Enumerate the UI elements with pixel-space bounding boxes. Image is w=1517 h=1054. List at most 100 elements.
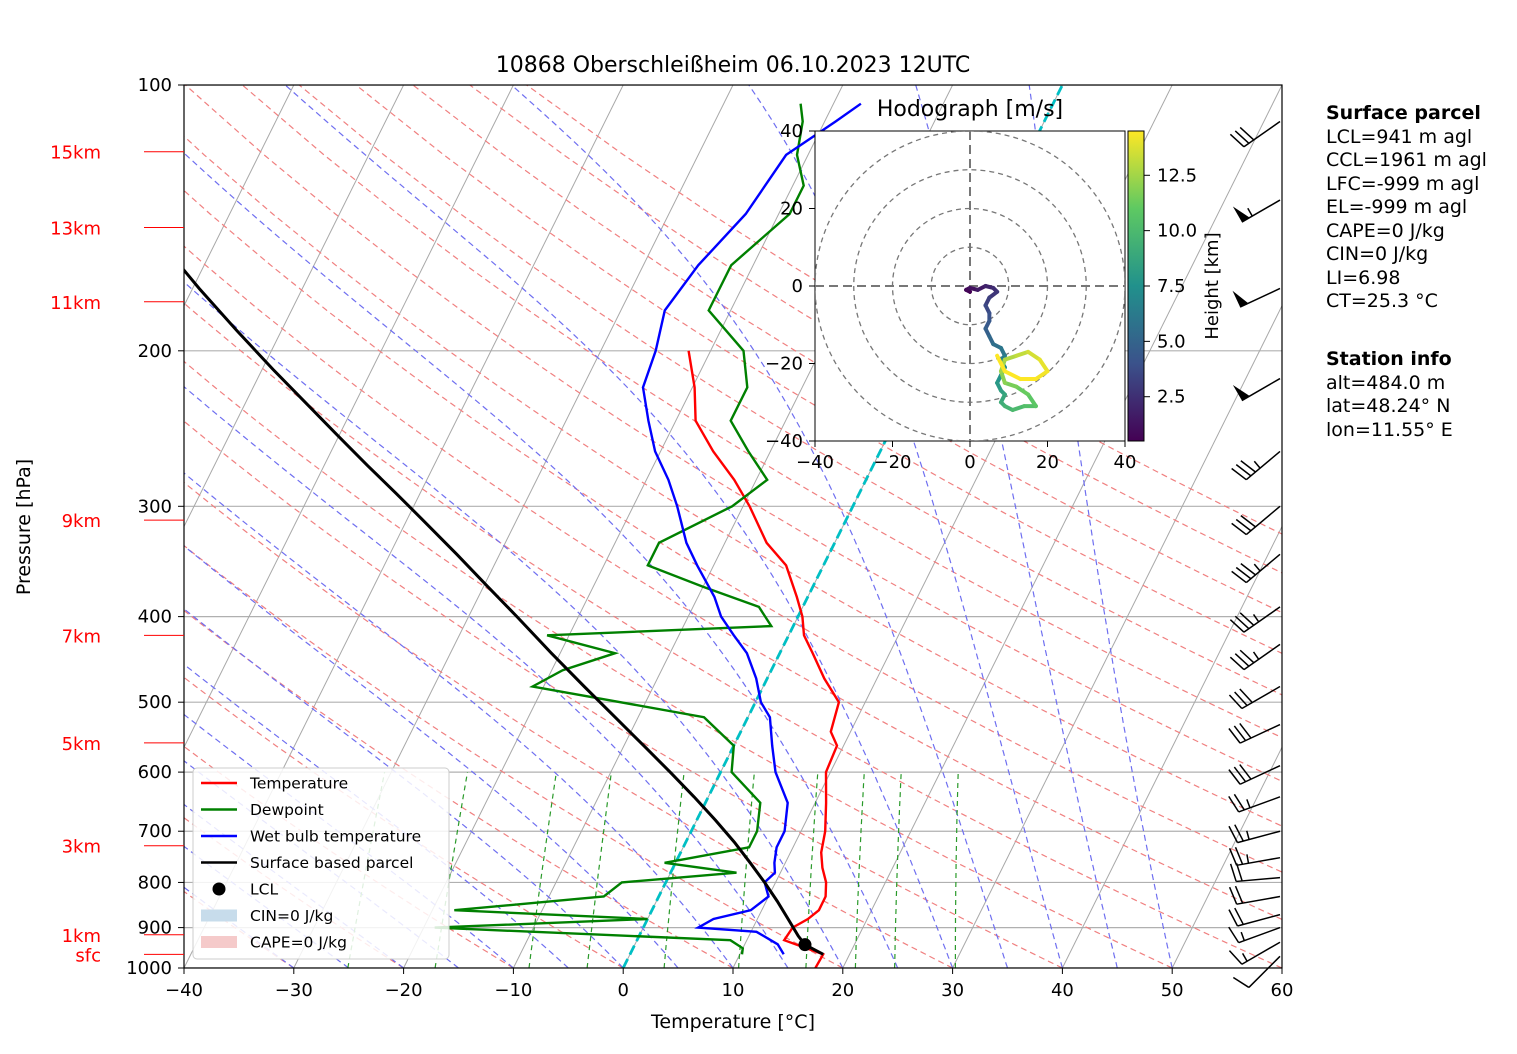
wind-barb-staff (1238, 796, 1281, 813)
parcel-el: EL=-999 m agl (1326, 196, 1468, 218)
y-tick-label: 500 (138, 692, 172, 713)
wind-barb (1228, 907, 1281, 927)
wind-barb-staff (1241, 941, 1281, 965)
surface-parcel-panel: Surface parcel LCL=941 m agl CCL=1961 m … (1326, 102, 1487, 314)
y-axis-label: Pressure [hPa] (13, 459, 35, 595)
station-info-title: Station info (1326, 348, 1452, 370)
legend-box (192, 767, 450, 960)
hodograph-y-tick-label: −20 (765, 354, 803, 375)
y-tick-label: 900 (138, 918, 172, 939)
hodograph-y-tick-label: 0 (792, 276, 803, 297)
hodograph-y-tick-label: 40 (780, 121, 803, 142)
moist-adiabat (184, 472, 734, 968)
wind-barb-flag (1229, 656, 1245, 671)
height-label: 9km (62, 511, 101, 532)
wind-barb (1232, 955, 1281, 989)
x-tick-label: 30 (941, 980, 964, 1001)
y-tick-label: 800 (138, 872, 172, 893)
hodograph-trace-segment (1014, 349, 1031, 358)
wind-barb-half (1252, 651, 1260, 660)
parcel-ct: CT=25.3 °C (1326, 290, 1438, 312)
wind-barb-half (1246, 854, 1250, 864)
wind-barb-flag (1235, 566, 1252, 580)
legend-label: CIN=0 J/kg (250, 907, 333, 925)
wind-barb-staff (1241, 199, 1281, 223)
wind-barb (1231, 505, 1281, 536)
x-tick-label: −40 (165, 980, 203, 1001)
station-alt: alt=484.0 m (1326, 371, 1446, 394)
hodograph-trace-segment (995, 353, 1007, 374)
hodograph-axes: −40 −20 0 20 40 40 20 0 −20 −40 (765, 121, 1136, 473)
mixing-ratio-line (805, 772, 819, 968)
wind-barb (1231, 450, 1281, 481)
wind-barb-half (1253, 563, 1261, 572)
wind-barb-flag (1231, 467, 1247, 481)
surface-parcel-title: Surface parcel (1326, 102, 1481, 124)
wind-barb-half (1241, 953, 1248, 962)
hodograph-title: Hodograph [m/s] (877, 97, 1063, 122)
wind-barb-half (1252, 614, 1260, 623)
wind-barb (1232, 287, 1281, 308)
mixing-ratio-line (954, 772, 959, 968)
wind-barb (1228, 685, 1281, 710)
wind-barb-staff (1238, 926, 1281, 944)
wind-barb-flag (1240, 563, 1256, 576)
wind-barb-flag (1234, 653, 1250, 667)
wind-barb-flag (1233, 766, 1247, 783)
legend-label: Dewpoint (250, 801, 324, 819)
wind-barb-staff (1243, 606, 1281, 633)
parcel-cin: CIN=0 J/kg (1326, 243, 1429, 265)
wind-barb-staff (1241, 377, 1281, 402)
moist-adiabat (184, 281, 844, 968)
isotherm (952, 304, 1282, 968)
colorbar-tick-label: 2.5 (1157, 387, 1186, 408)
wind-barb-flag (1234, 615, 1250, 630)
wind-barb-flag (1228, 909, 1239, 927)
wind-barb-flag (1235, 863, 1243, 882)
height-label: 3km (62, 837, 101, 858)
wind-barb (1229, 863, 1281, 883)
x-tick-label: 60 (1271, 980, 1294, 1001)
hodograph-trace-segment (1002, 353, 1019, 362)
isotherm (184, 85, 295, 307)
wind-barb-flag (1228, 926, 1240, 944)
wind-barb (1228, 885, 1281, 905)
wind-barb-flag (1240, 515, 1256, 528)
wind-barb-flag (1228, 795, 1240, 813)
wind-barb-staff (1243, 643, 1281, 671)
colorbar (1127, 130, 1145, 442)
wind-barb-flag (1228, 694, 1243, 710)
legend-swatch (201, 936, 237, 948)
wind-barb-half (1240, 931, 1245, 941)
wind-barb-staff (1236, 895, 1281, 905)
wind-barb (1229, 606, 1281, 633)
wind-barb-staff (1237, 830, 1281, 844)
dry-adiabat (184, 245, 1282, 921)
hodograph-trace-segment (1014, 384, 1031, 397)
wind-barb-flag (1234, 907, 1244, 925)
dry-adiabat (184, 544, 844, 968)
wind-barb-flag (1229, 619, 1245, 633)
x-tick-label: −10 (494, 980, 532, 1001)
wind-barb-flag (1232, 976, 1250, 989)
isotherm (842, 85, 1282, 968)
wind-barb-staff (1239, 287, 1281, 308)
hodograph-trace-segment (999, 369, 1007, 385)
station-info-panel: Station info alt=484.0 m lat=48.24° N lo… (1326, 348, 1453, 442)
wind-barb-flag (1235, 518, 1252, 532)
series-line-dewpoint (434, 103, 805, 955)
height-label: sfc (75, 945, 101, 966)
series-line-temperature (687, 350, 841, 968)
wind-barb-staff (1241, 685, 1281, 710)
legend-label: Temperature (249, 775, 348, 793)
x-tick-label: −30 (275, 980, 313, 1001)
hodograph-x-tick-label: −20 (874, 452, 912, 473)
y-tick-label: 200 (138, 341, 172, 362)
isotherm (1061, 525, 1282, 968)
mixing-ratio-line (894, 772, 902, 968)
colorbar-tick-label: 12.5 (1157, 165, 1197, 186)
wind-barb-flag (1239, 649, 1255, 664)
wind-barb (1228, 941, 1281, 965)
hodograph-trace-segment (1010, 404, 1027, 412)
